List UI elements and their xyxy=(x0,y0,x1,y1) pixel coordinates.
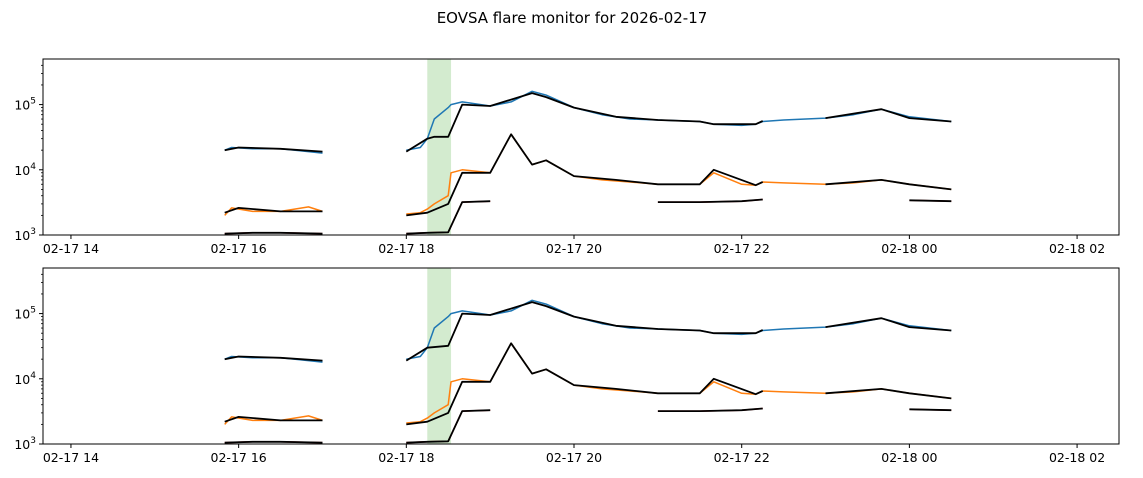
y-tick-label: 105 xyxy=(14,97,36,113)
series-line-4 xyxy=(224,342,952,426)
x-tick-label: 02-17 18 xyxy=(378,450,434,465)
x-tick-label: 02-18 00 xyxy=(881,450,937,465)
x-tick-label: 02-18 02 xyxy=(1049,450,1105,465)
x-tick-label: 02-17 16 xyxy=(211,450,267,465)
series-line-0 xyxy=(224,90,952,154)
y-tick-label: 104 xyxy=(14,162,36,178)
x-tick-label: 02-17 20 xyxy=(546,241,602,256)
top-panel: 02-17 14 02-17 16 02-17 18 02-17 20 02-17 22… xyxy=(14,58,1120,256)
series-line-3 xyxy=(224,92,952,153)
series-line-2 xyxy=(224,198,952,235)
series-line-4 xyxy=(224,133,952,217)
x-tick-label: 02-17 22 xyxy=(714,241,770,256)
x-tick-label: 02-17 16 xyxy=(211,241,267,256)
series-line-2 xyxy=(224,407,952,444)
x-tick-label: 02-18 02 xyxy=(1049,241,1105,256)
x-tick-label: 02-17 18 xyxy=(378,241,434,256)
series-line-5 xyxy=(224,407,952,444)
x-tick-label: 02-17 14 xyxy=(43,450,99,465)
flare-shaded-span xyxy=(427,59,452,235)
bottom-panel: 02-17 14 02-17 16 02-17 18 02-17 20 02-17 22… xyxy=(14,267,1120,465)
series-line-3 xyxy=(224,301,952,362)
y-tick-label: 105 xyxy=(14,306,36,322)
x-tick-label: 02-17 14 xyxy=(43,241,99,256)
series-line-1 xyxy=(224,342,952,425)
series-line-1 xyxy=(224,133,952,216)
series-line-0 xyxy=(224,299,952,363)
x-tick-label: 02-17 22 xyxy=(714,450,770,465)
x-tick-label: 02-17 20 xyxy=(546,450,602,465)
axes-frame xyxy=(42,58,1120,236)
y-tick-label: 103 xyxy=(14,436,36,452)
x-tick-label: 02-18 00 xyxy=(881,241,937,256)
figure-title: EOVSA flare monitor for 2026-02-17 xyxy=(437,9,708,27)
y-tick-label: 103 xyxy=(14,227,36,243)
y-tick-label: 104 xyxy=(14,371,36,387)
flare-shaded-span xyxy=(427,268,452,444)
axes-frame xyxy=(42,267,1120,445)
series-line-5 xyxy=(224,198,952,235)
